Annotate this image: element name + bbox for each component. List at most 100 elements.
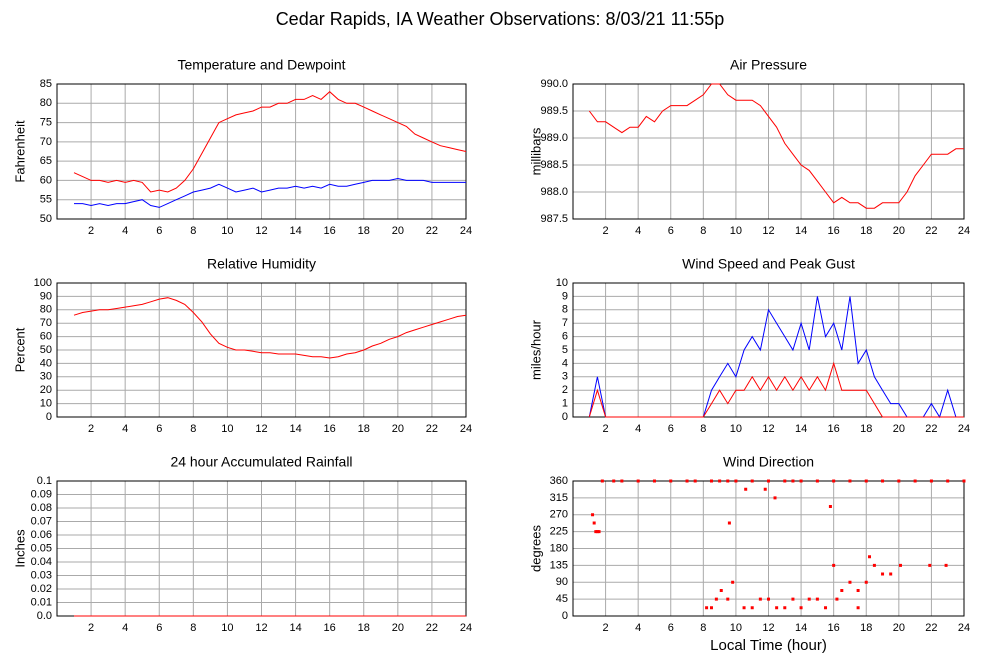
- data-point: [944, 563, 948, 567]
- data-point: [763, 487, 767, 491]
- y-tick-label: 8: [562, 304, 568, 316]
- y-tick-label: 270: [550, 509, 568, 521]
- x-tick-label: 14: [289, 622, 301, 634]
- data-point: [807, 597, 811, 601]
- y-tick-label: 0.07: [31, 515, 52, 527]
- y-tick-label: 0.05: [31, 542, 52, 554]
- data-point: [946, 479, 950, 483]
- y-tick-label: 10: [556, 277, 568, 289]
- data-point: [773, 496, 777, 500]
- data-point: [791, 597, 795, 601]
- y-tick-label: 7: [562, 317, 568, 329]
- y-tick-label: 50: [40, 344, 52, 356]
- y-tick-label: 0.03: [31, 569, 52, 581]
- data-point: [734, 479, 738, 483]
- y-tick-label: 0.02: [31, 583, 52, 595]
- x-tick-label: 18: [358, 225, 370, 237]
- data-point: [848, 479, 852, 483]
- x-tick-label: 10: [221, 423, 233, 435]
- x-tick-label: 8: [700, 622, 706, 634]
- x-tick-label: 2: [603, 423, 609, 435]
- data-line: [588, 361, 964, 418]
- x-tick-label: 14: [289, 423, 301, 435]
- x-tick-label: 12: [255, 423, 267, 435]
- data-point: [815, 597, 819, 601]
- data-point: [856, 589, 860, 592]
- x-tick-label: 8: [700, 225, 706, 237]
- x-tick-label: 6: [668, 622, 674, 634]
- x-tick-label: 2: [88, 423, 94, 435]
- data-point: [872, 563, 876, 567]
- data-point: [709, 606, 713, 610]
- x-tick-label: 16: [324, 622, 336, 634]
- x-tick-label: 18: [860, 225, 872, 237]
- data-point: [652, 479, 656, 483]
- y-tick-label: 80: [40, 304, 52, 316]
- data-point: [868, 555, 872, 559]
- y-tick-label: 988.0: [540, 186, 568, 198]
- y-tick-label: 0.04: [31, 556, 52, 568]
- data-point: [685, 479, 689, 483]
- y-axis-label: Percent: [12, 327, 27, 372]
- data-point: [928, 563, 932, 567]
- data-point: [750, 479, 754, 483]
- x-tick-label: 2: [603, 225, 609, 237]
- x-tick-label: 20: [392, 423, 404, 435]
- x-tick-label: 24: [460, 622, 472, 634]
- data-point: [783, 606, 787, 610]
- y-tick-label: 0.06: [31, 529, 52, 541]
- y-tick-label: 90: [40, 290, 52, 302]
- x-tick-label: 20: [893, 622, 905, 634]
- y-tick-label: 10: [40, 398, 52, 410]
- data-point: [758, 597, 762, 601]
- y-tick-label: 50: [40, 213, 52, 225]
- data-point: [889, 572, 893, 576]
- x-tick-label: 6: [156, 423, 162, 435]
- x-tick-label: 10: [730, 225, 742, 237]
- x-tick-label: 10: [730, 622, 742, 634]
- data-point: [775, 606, 779, 610]
- x-tick-label: 20: [392, 225, 404, 237]
- panel-title: Temperature and Dewpoint: [177, 57, 345, 73]
- x-tick-label: 4: [635, 423, 641, 435]
- data-point: [767, 479, 770, 483]
- x-tick-label: 12: [762, 423, 774, 435]
- data-point: [791, 479, 795, 483]
- x-tick-label: 16: [324, 225, 336, 237]
- page-title: Cedar Rapids, IA Weather Observations: 8…: [276, 9, 725, 29]
- y-tick-label: 90: [556, 576, 568, 588]
- data-point: [591, 513, 595, 517]
- x-tick-label: 22: [426, 225, 438, 237]
- x-tick-label: 8: [190, 622, 196, 634]
- x-tick-label: 10: [221, 622, 233, 634]
- x-tick-label: 24: [460, 423, 472, 435]
- x-tick-label: 18: [358, 622, 370, 634]
- data-point: [799, 606, 803, 610]
- data-point: [612, 479, 616, 483]
- data-point: [929, 479, 933, 483]
- y-tick-label: 989.0: [540, 132, 568, 144]
- x-tick-label: 14: [795, 622, 807, 634]
- data-point: [799, 479, 803, 483]
- y-tick-label: 0.1: [37, 475, 52, 487]
- y-tick-label: 55: [40, 194, 52, 206]
- x-tick-label: 16: [324, 423, 336, 435]
- y-tick-label: 30: [40, 371, 52, 383]
- x-tick-label: 4: [122, 622, 128, 634]
- y-tick-label: 990.0: [540, 78, 568, 90]
- x-tick-label: 12: [762, 622, 774, 634]
- data-point: [597, 530, 601, 534]
- y-tick-label: 70: [40, 136, 52, 148]
- data-point: [848, 580, 852, 584]
- data-point: [592, 521, 596, 525]
- y-tick-label: 70: [40, 317, 52, 329]
- data-point: [744, 487, 748, 491]
- x-tick-label: 10: [730, 423, 742, 435]
- x-tick-label: 20: [893, 225, 905, 237]
- y-tick-label: 360: [550, 475, 568, 487]
- plot-frame: [572, 282, 965, 418]
- x-tick-label: 16: [828, 423, 840, 435]
- x-tick-label: 16: [828, 622, 840, 634]
- x-tick-label: 2: [88, 225, 94, 237]
- y-tick-label: 65: [40, 155, 52, 167]
